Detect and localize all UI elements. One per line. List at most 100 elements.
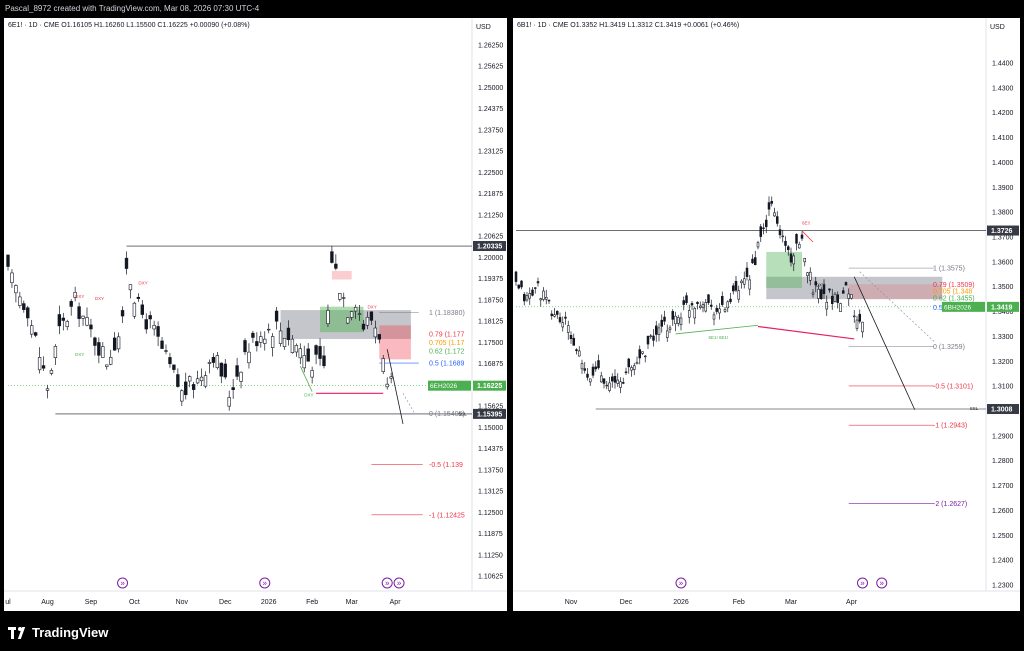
symbol-tag (428, 380, 471, 391)
candle-body (517, 284, 521, 289)
candle-body (286, 327, 291, 341)
candle-body (770, 200, 774, 204)
fib-level-label: 0 (1.3259) (933, 344, 965, 351)
candle-body (381, 358, 385, 372)
y-tick-label: 1.2800 (992, 458, 1014, 465)
brand-name: TradingView (32, 625, 109, 640)
y-tick-label: 1.20000 (478, 255, 503, 262)
candle-body (306, 348, 310, 362)
candle-body (191, 384, 196, 390)
y-tick-label: 1.3900 (992, 185, 1014, 192)
candle-body (520, 280, 523, 288)
candle-body (219, 362, 223, 377)
candle-body (784, 240, 787, 246)
candle-body (361, 323, 366, 330)
chart-pane-eur[interactable]: 6E1! · 1D · CME O1.16105 H1.16260 L1.155… (4, 18, 507, 611)
fib-level-label: 0.62 (1.3455) (933, 295, 975, 302)
candle-body (550, 313, 554, 317)
candle-body (69, 301, 73, 307)
candle-body (814, 281, 818, 286)
fib-level-label: 0.79 (1.177 (429, 331, 465, 338)
x-tick-label: ul (5, 599, 11, 606)
y-tick-label: 1.3500 (992, 284, 1014, 291)
candle-body (310, 370, 314, 378)
candle-body (671, 311, 675, 320)
candle-body (839, 303, 842, 312)
candle-body (748, 279, 752, 290)
candle-body (608, 382, 611, 391)
chart-annotation: DXY (367, 304, 376, 309)
candle-body (723, 308, 727, 312)
symbol-legend[interactable]: 6B1! · 1D · CME O1.3352 H1.3419 L1.3312 … (517, 22, 740, 29)
candle-body (322, 355, 326, 367)
candle-body (740, 280, 743, 284)
candle-body (168, 357, 172, 365)
candle-body (685, 295, 688, 304)
y-tick-label: 1.12500 (478, 510, 503, 517)
candle-body (85, 317, 89, 326)
x-tick-label: Apr (846, 599, 858, 606)
event-icon (393, 577, 405, 589)
symbol-legend[interactable]: 6E1! · 1D · CME O1.16105 H1.16260 L1.155… (8, 22, 250, 29)
price-chart[interactable]: 1.4400 1.4300 1.4200 1.4100 1.4000 1.3900 1.38… (513, 18, 1020, 611)
y-tick-label: 1.2600 (992, 508, 1014, 515)
candle-body (737, 290, 741, 300)
candle-body (641, 351, 644, 354)
y-tick-label: 1.15625 (478, 404, 503, 411)
fib-level-label: -1 (1.2943) (933, 423, 967, 430)
candle-body (665, 330, 669, 338)
candle-body (172, 364, 176, 370)
price-tag (473, 241, 506, 252)
candle-body (759, 226, 763, 237)
candle-body (342, 297, 346, 299)
candle-body (49, 370, 54, 374)
candle-body (577, 350, 581, 357)
x-tick-label: Feb (306, 599, 318, 606)
candle-body (542, 290, 545, 300)
candle-body (712, 314, 716, 320)
event-icon (857, 577, 868, 589)
candle-body (635, 362, 639, 365)
candle-body (267, 328, 271, 331)
candle-body (263, 338, 267, 344)
chart-pane-gbp[interactable]: 6B1! · 1D · CME O1.3352 H1.3419 L1.3312 … (513, 18, 1020, 611)
candle-body (302, 355, 306, 369)
candle-body (797, 244, 801, 249)
candle-body (298, 348, 302, 359)
projection-dashed (402, 393, 416, 414)
tradingview-logo[interactable]: TradingView (8, 625, 108, 640)
candle-body (564, 316, 567, 319)
y-tick-label: 1.11250 (478, 552, 503, 559)
candle-body (619, 381, 622, 388)
candle-body (720, 296, 724, 305)
symbol-tag (942, 301, 985, 312)
event-icon (876, 577, 888, 589)
x-tick-label: 2026 (261, 599, 277, 606)
event-icon (117, 577, 129, 589)
projection-arrow (386, 349, 404, 425)
candle-body (844, 282, 848, 286)
price-tag-label: 1.3008 (991, 407, 1013, 414)
candle-body (6, 254, 10, 267)
candle-body (140, 304, 144, 315)
currency-label: USD (990, 24, 1005, 31)
event-icon-glyph: » (120, 579, 125, 588)
candle-body (112, 337, 117, 351)
candle-body (861, 321, 864, 333)
event-icon (259, 577, 271, 589)
x-tick-label: Mar (785, 599, 798, 606)
candle-body (282, 338, 287, 347)
candle-body (654, 325, 658, 335)
candle-body (346, 317, 350, 324)
price-chart[interactable]: 1.26250 1.25625 1.25000 1.24375 1.23750 1.231… (4, 18, 507, 611)
fvg-zone-green (766, 251, 802, 288)
fib-level-label: 1 (1.3575) (933, 266, 965, 273)
candle-body (745, 267, 749, 277)
candle-body (41, 365, 46, 369)
y-tick-label: 1.22500 (478, 170, 503, 177)
chart-annotation: DXY (816, 283, 825, 288)
candle-body (652, 335, 655, 341)
candle-body (649, 335, 653, 337)
candle-body (704, 302, 708, 312)
candle-body (93, 337, 97, 346)
